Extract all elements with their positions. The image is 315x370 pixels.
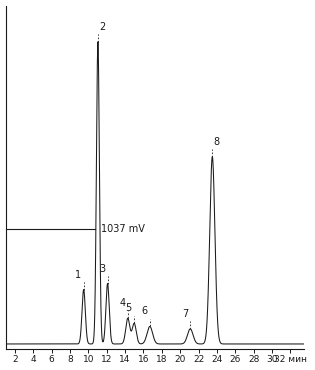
- Text: 5: 5: [126, 303, 132, 313]
- Text: 1: 1: [75, 270, 81, 280]
- Text: 7: 7: [182, 309, 188, 319]
- Text: 2: 2: [99, 22, 106, 32]
- Text: 8: 8: [214, 137, 220, 147]
- Text: 4: 4: [119, 298, 125, 308]
- Text: 6: 6: [141, 306, 147, 316]
- Text: 1037 mV: 1037 mV: [101, 224, 145, 234]
- Text: 3: 3: [99, 263, 105, 273]
